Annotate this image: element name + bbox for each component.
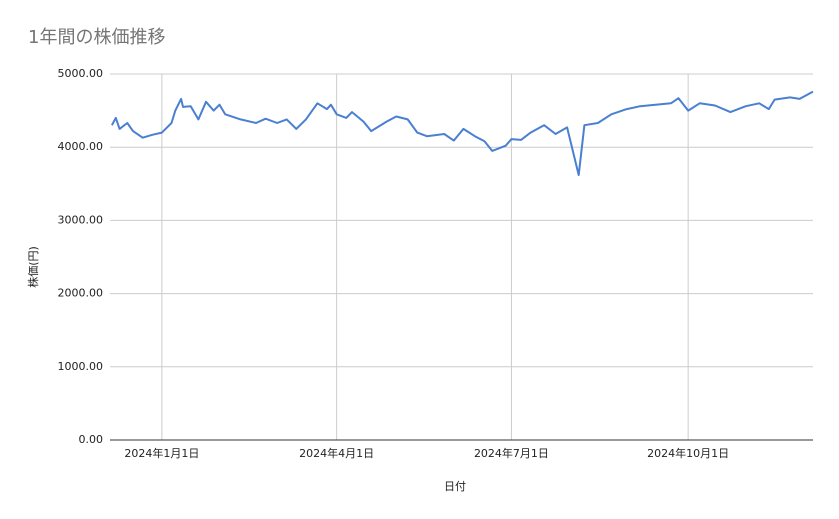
- x-tick-label: 2024年10月1日: [647, 446, 729, 460]
- x-tick-label: 2024年1月1日: [124, 446, 199, 460]
- x-tick-label: 2024年7月1日: [474, 446, 549, 460]
- chart-title: 1年間の株価推移: [28, 27, 165, 48]
- y-tick-label: 2000.00: [58, 287, 104, 300]
- y-tick-label: 4000.00: [58, 140, 104, 153]
- y-tick-label: 3000.00: [58, 213, 104, 226]
- x-axis-label: 日付: [444, 480, 466, 493]
- y-tick-label: 5000.00: [58, 67, 104, 80]
- x-tick-label: 2024年4月1日: [299, 446, 374, 460]
- y-tick-label: 1000.00: [58, 360, 104, 373]
- y-tick-label: 0.00: [79, 433, 104, 446]
- y-axis-label: 株価(円): [26, 246, 40, 288]
- data-line: [111, 90, 814, 176]
